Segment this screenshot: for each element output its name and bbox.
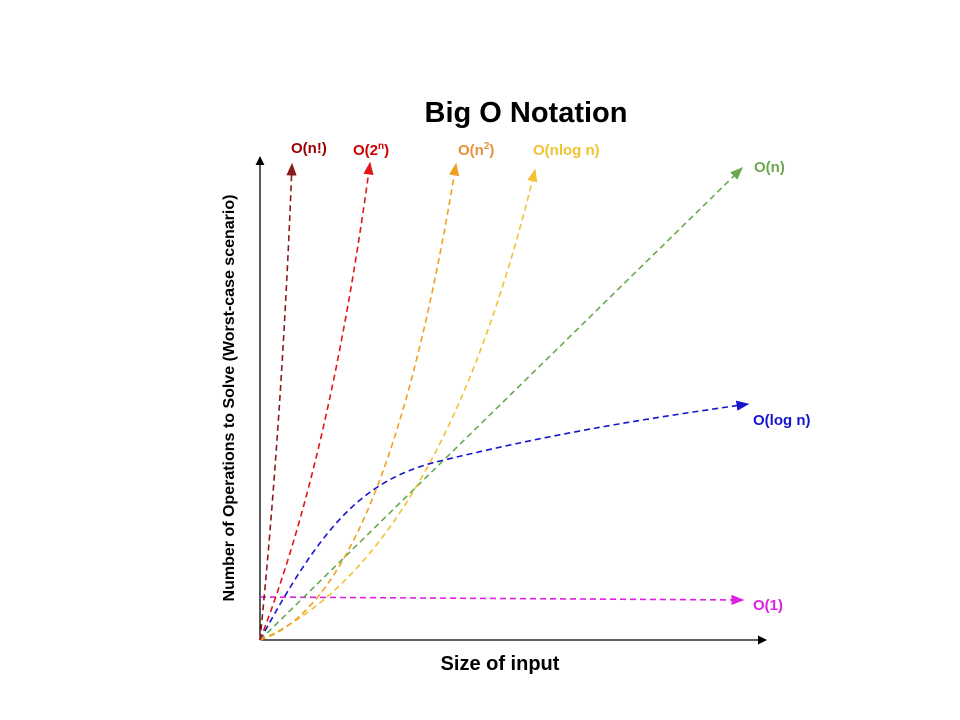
curve-on: [259, 167, 743, 641]
label-sup: 2: [484, 141, 490, 152]
label-sup: n: [378, 141, 384, 152]
curve-onfact: [259, 162, 297, 641]
curve-label: O(2n): [353, 141, 389, 159]
curve-label: O(n2): [458, 141, 494, 159]
label-end: ): [384, 142, 389, 159]
curve-label: O(log n): [753, 412, 810, 429]
label-main: O(n: [458, 142, 484, 159]
curve-label: O(n): [754, 159, 785, 176]
label-end: ): [489, 142, 494, 159]
curve-label: O(1): [753, 597, 783, 614]
curve-on2: [259, 162, 460, 641]
y-axis-label: Number of Operations to Solve (Worst-cas…: [221, 195, 238, 602]
curve-ologn: [259, 400, 750, 641]
curve-label: O(n!): [291, 140, 327, 157]
curve-o1: [259, 594, 745, 606]
curve-label: O(nlog n): [533, 142, 600, 159]
title: Big O Notation: [425, 97, 628, 129]
curve-o2n: [259, 161, 374, 641]
curve-onlogn: [259, 168, 538, 641]
label-main: O(2: [353, 142, 378, 159]
x-axis-label: Size of input: [441, 653, 560, 675]
